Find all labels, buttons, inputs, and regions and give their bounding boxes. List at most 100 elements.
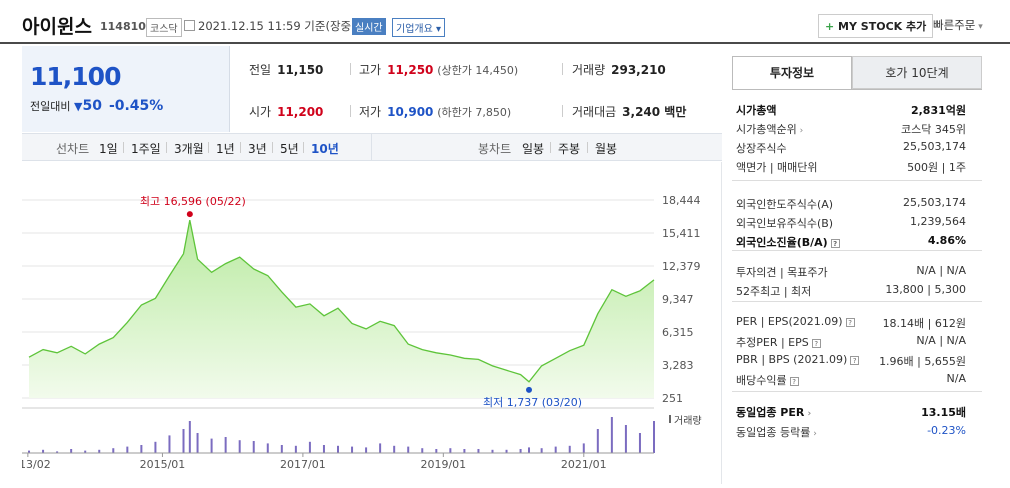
volume-value: 293,210	[611, 63, 666, 77]
x-tick-label: 2015/01	[140, 458, 186, 471]
tab-invest-info[interactable]: 투자정보	[732, 56, 852, 89]
invest-row-label: 52주최고 | 최저	[736, 285, 812, 298]
divider	[240, 142, 241, 153]
calendar-icon	[184, 20, 195, 31]
volume-label: 거래량	[572, 63, 606, 77]
volume-bar	[491, 449, 494, 453]
invest-row-label: 시가총액순위 ›	[736, 123, 804, 136]
invest-row: 투자의견 | 목표주가 N/A | N/A	[736, 264, 966, 280]
tab-1y[interactable]: 1년	[216, 142, 235, 156]
invest-row-value: 13.15배	[921, 406, 966, 419]
help-icon[interactable]: ?	[830, 238, 840, 248]
invest-row-label: 동일업종 등락률 ›	[736, 426, 817, 439]
invest-row-value: 25,503,174	[903, 140, 966, 153]
chevron-right-icon[interactable]: ›	[804, 409, 812, 419]
tab-weekly[interactable]: 주봉	[558, 142, 581, 156]
volume-bar	[188, 421, 191, 453]
high-label: 고가	[359, 63, 382, 77]
divider	[587, 142, 588, 153]
tab-3y[interactable]: 3년	[248, 142, 267, 156]
invest-row: 52주최고 | 최저 13,800 | 5,300	[736, 283, 966, 299]
y-tick-label: 12,379	[662, 260, 701, 273]
volume-bar	[505, 449, 508, 453]
divider	[562, 105, 563, 117]
low-price: 저가 10,900 (하한가 7,850)	[359, 103, 511, 120]
tab-daily[interactable]: 일봉	[522, 142, 545, 156]
y-tick-label: 18,444	[662, 194, 701, 207]
volume-bar	[140, 445, 143, 453]
invest-row-value: -0.23%	[927, 424, 966, 437]
stock-code: 114810	[100, 20, 146, 33]
chevron-right-icon[interactable]: ›	[810, 429, 817, 439]
price-area	[29, 220, 654, 398]
volume-bar	[407, 446, 410, 453]
market-badge: 코스닥	[146, 18, 182, 37]
volume-bar	[568, 445, 571, 453]
volume-legend-label: 거래량	[674, 415, 702, 427]
corp-info-dropdown[interactable]: 기업개요 ▾	[392, 18, 445, 37]
invest-row-label: 투자의견 | 목표주가	[736, 266, 828, 279]
amount-label: 거래대금	[572, 105, 617, 119]
quick-order-dropdown[interactable]: 빠른주문 ▾	[933, 17, 983, 33]
chevron-right-icon[interactable]: ›	[796, 126, 804, 136]
invest-row-value: 500원 | 1주	[907, 161, 966, 174]
help-icon[interactable]: ?	[789, 376, 799, 386]
price-change: 전일대비 ▼50 -0.45%	[30, 98, 163, 114]
invest-row: 배당수익률? N/A	[736, 372, 966, 388]
volume-bar	[42, 449, 45, 453]
volume-bar	[154, 441, 157, 453]
invest-row-value: 18.14배 | 612원	[882, 317, 966, 330]
tab-1w[interactable]: 1주일	[131, 142, 161, 156]
group-divider	[732, 391, 982, 392]
x-tick-label: 2013/02	[22, 458, 51, 471]
volume-bar	[98, 449, 101, 453]
my-stock-add-button[interactable]: + MY STOCK 추가	[818, 14, 934, 38]
invest-row-value: N/A	[946, 372, 966, 385]
tab-5y[interactable]: 5년	[280, 142, 299, 156]
amount-value: 3,240 백만	[622, 105, 687, 119]
invest-row-label: PER | EPS(2021.09)?	[736, 315, 855, 328]
divider	[562, 63, 563, 75]
group-divider	[732, 180, 982, 181]
volume-bar	[224, 437, 227, 453]
y-tick-label: 6,315	[662, 326, 694, 339]
help-icon[interactable]: ?	[850, 355, 860, 365]
y-tick-label: 251	[662, 392, 683, 405]
realtime-badge[interactable]: 실시간	[352, 18, 386, 35]
volume-bar	[540, 448, 543, 453]
invest-row-value: 2,831억원	[910, 104, 966, 117]
trade-amount: 거래대금 3,240 백만	[572, 103, 686, 120]
volume-bar	[28, 450, 31, 453]
high-marker	[186, 211, 193, 218]
tab-1d[interactable]: 1일	[99, 142, 118, 156]
invest-row-value: 1,239,564	[910, 215, 966, 228]
invest-row-label: PBR | BPS (2021.09)?	[736, 353, 860, 366]
volume-bar	[610, 417, 613, 453]
tab-10y[interactable]: 10년	[311, 142, 339, 156]
invest-row-value: N/A | N/A	[916, 264, 966, 277]
volume-bar	[582, 443, 585, 453]
current-price: 11,100	[30, 62, 121, 91]
invest-row: 추정PER | EPS? N/A | N/A	[736, 334, 966, 350]
chevron-down-icon: ▾	[975, 22, 983, 32]
tab-monthly[interactable]: 월봉	[595, 142, 618, 156]
help-icon[interactable]: ?	[845, 317, 855, 327]
invest-row-value: 코스닥 345위	[901, 123, 966, 136]
invest-row: PBR | BPS (2021.09)? 1.96배 | 5,655원	[736, 353, 966, 369]
tab-orderbook[interactable]: 호가 10단계	[852, 56, 982, 89]
open-label: 시가	[249, 105, 272, 119]
volume-bar	[351, 446, 354, 453]
invest-row-label: 액면가 | 매매단위	[736, 161, 818, 174]
y-tick-label: 9,347	[662, 293, 694, 306]
volume-legend-mark	[669, 415, 671, 423]
volume-bar	[182, 429, 185, 453]
invest-row-value: N/A | N/A	[916, 334, 966, 347]
help-icon[interactable]: ?	[811, 338, 821, 348]
invest-row-value: 13,800 | 5,300	[885, 283, 966, 296]
line-chart-label: 선차트	[56, 142, 90, 156]
volume-bar	[477, 449, 480, 453]
tab-3m[interactable]: 3개월	[174, 142, 204, 156]
x-tick-label: 2021/01	[561, 458, 607, 471]
volume-bar	[112, 448, 115, 453]
stock-name: 아이윈스	[22, 16, 92, 38]
